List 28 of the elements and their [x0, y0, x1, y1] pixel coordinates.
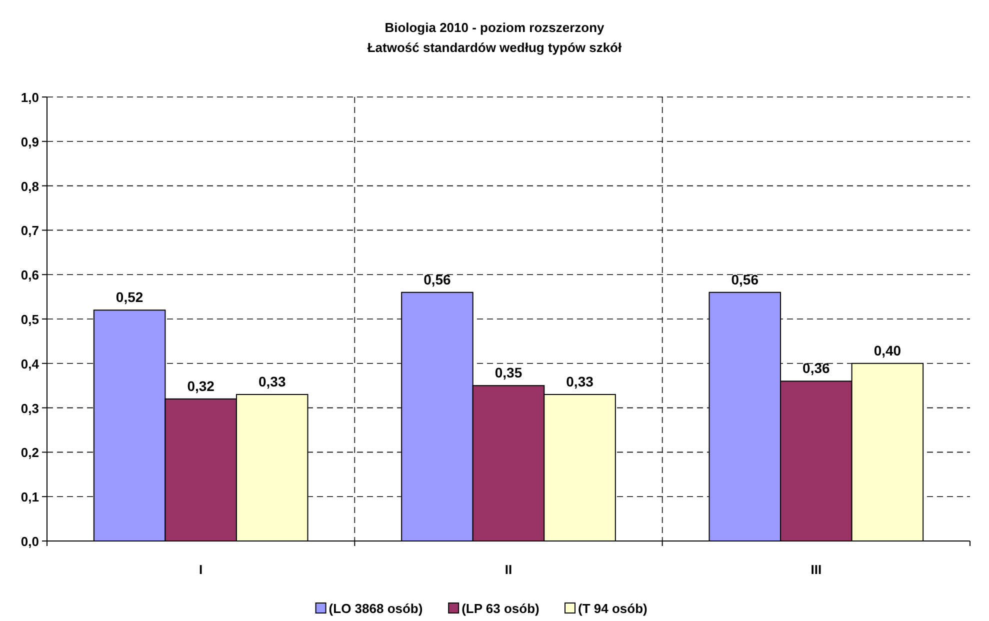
data-label: 0,33 [566, 373, 594, 390]
data-label: 0,35 [494, 364, 522, 381]
y-tick-label: 0,7 [20, 223, 39, 238]
x-tick-label: I [199, 562, 203, 577]
x-tick-label: II [504, 562, 512, 577]
chart-title: Biologia 2010 - poziom rozszerzony [384, 20, 606, 35]
legend-label: (T 94 osób) [578, 601, 648, 616]
y-tick-label: 0,0 [20, 534, 39, 549]
legend-label: (LO 3868 osób) [328, 601, 423, 616]
x-tick-label: III [810, 562, 822, 577]
y-tick-label: 0,6 [20, 268, 39, 283]
data-label: 0,56 [424, 271, 452, 288]
y-tick-label: 0,9 [20, 134, 39, 150]
y-tick-label: 0,5 [20, 312, 39, 327]
legend-label: (LP 63 osób) [462, 601, 540, 616]
y-tick-label: 0,8 [20, 178, 39, 194]
chart-subtitle: Łatwość standardów według typów szkół [367, 40, 622, 55]
data-label: 0,52 [116, 289, 144, 306]
y-tick-label: 0,3 [20, 400, 39, 416]
y-tick-label: 0,4 [20, 356, 40, 372]
data-label: 0,33 [258, 373, 286, 390]
data-label: 0,36 [802, 360, 830, 376]
y-tick-label: 1,0 [20, 90, 39, 105]
data-label: 0,32 [187, 378, 215, 394]
y-tick-label: 0,2 [20, 445, 39, 460]
data-label: 0,40 [874, 342, 902, 358]
data-label: 0,56 [731, 271, 759, 288]
y-tick-label: 0,1 [20, 490, 39, 505]
